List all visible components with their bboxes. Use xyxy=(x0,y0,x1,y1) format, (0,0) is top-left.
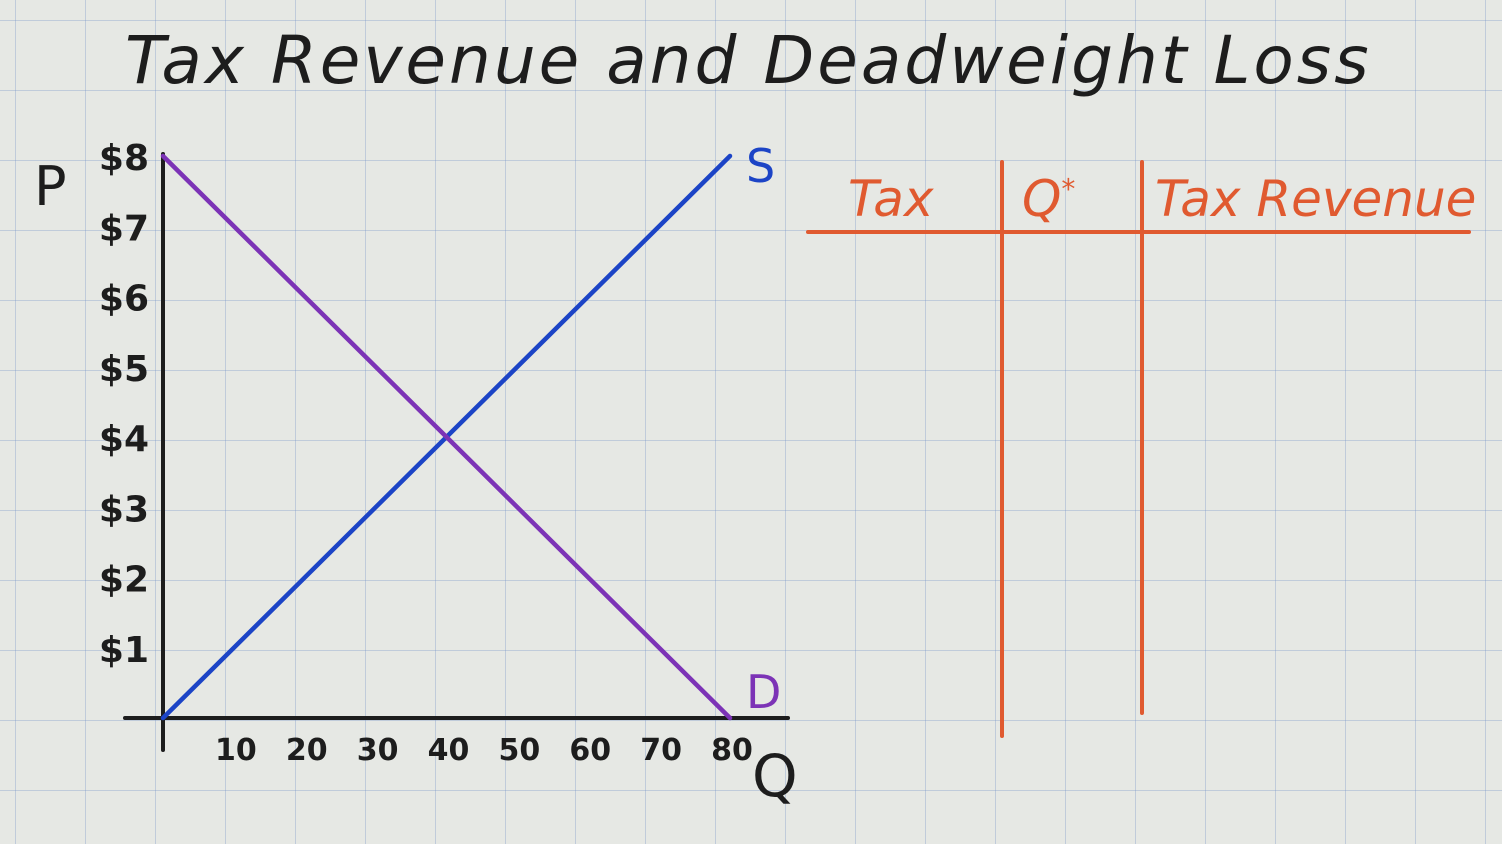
y-tick-label: $5 xyxy=(99,349,149,390)
table-header-tax: Tax xyxy=(848,170,934,228)
axis-labels: PQ xyxy=(34,155,798,810)
x-tick-label: 40 xyxy=(428,733,470,768)
y-tick-label: $8 xyxy=(99,138,149,179)
x-tick-label: 30 xyxy=(357,733,399,768)
series-lines: SD xyxy=(160,139,781,721)
y-tick-label: $1 xyxy=(99,630,149,671)
chart-title: Tax Revenue and Deadweight Loss xyxy=(125,22,1372,99)
tick-labels: $1 $2 $3 $4 $5 $6 $7 $8 10 20 30 40 50 60 70 80 xyxy=(99,138,753,768)
y-tick-label: $6 xyxy=(99,279,149,320)
y-axis-label: P xyxy=(34,155,67,218)
series-D-label: D xyxy=(746,665,781,719)
x-tick-label: 50 xyxy=(499,733,541,768)
x-tick-label: 70 xyxy=(640,733,682,768)
y-tick-label: $4 xyxy=(99,419,149,460)
table-divider-1 xyxy=(1000,160,1004,738)
x-axis-label: Q xyxy=(752,742,798,810)
supply-demand-chart: $1$2$3$4$5$6$7$810 20 30 40 50 60 70 80 SD PQ xyxy=(34,138,798,810)
series-D-line xyxy=(160,153,733,721)
series-S-label: S xyxy=(746,139,775,193)
axes xyxy=(123,152,790,752)
y-tick-label: $7 xyxy=(99,208,149,249)
x-tick-label: 20 xyxy=(286,733,328,768)
q-star: * xyxy=(1061,172,1076,206)
table-divider-2 xyxy=(1140,160,1144,715)
table-header-q: Q* xyxy=(1022,170,1076,228)
table-header-tax-revenue: Tax Revenue xyxy=(1155,170,1477,228)
x-tick-label: 10 xyxy=(215,733,257,768)
x-tick-label: 60 xyxy=(569,733,611,768)
y-tick-label: $2 xyxy=(99,560,149,601)
tax-revenue-table: Tax Q* Tax Revenue xyxy=(800,160,1480,740)
y-tick-label: $3 xyxy=(99,489,149,530)
x-tick-label: 80 xyxy=(711,733,753,768)
table-header-rule xyxy=(806,230,1471,234)
